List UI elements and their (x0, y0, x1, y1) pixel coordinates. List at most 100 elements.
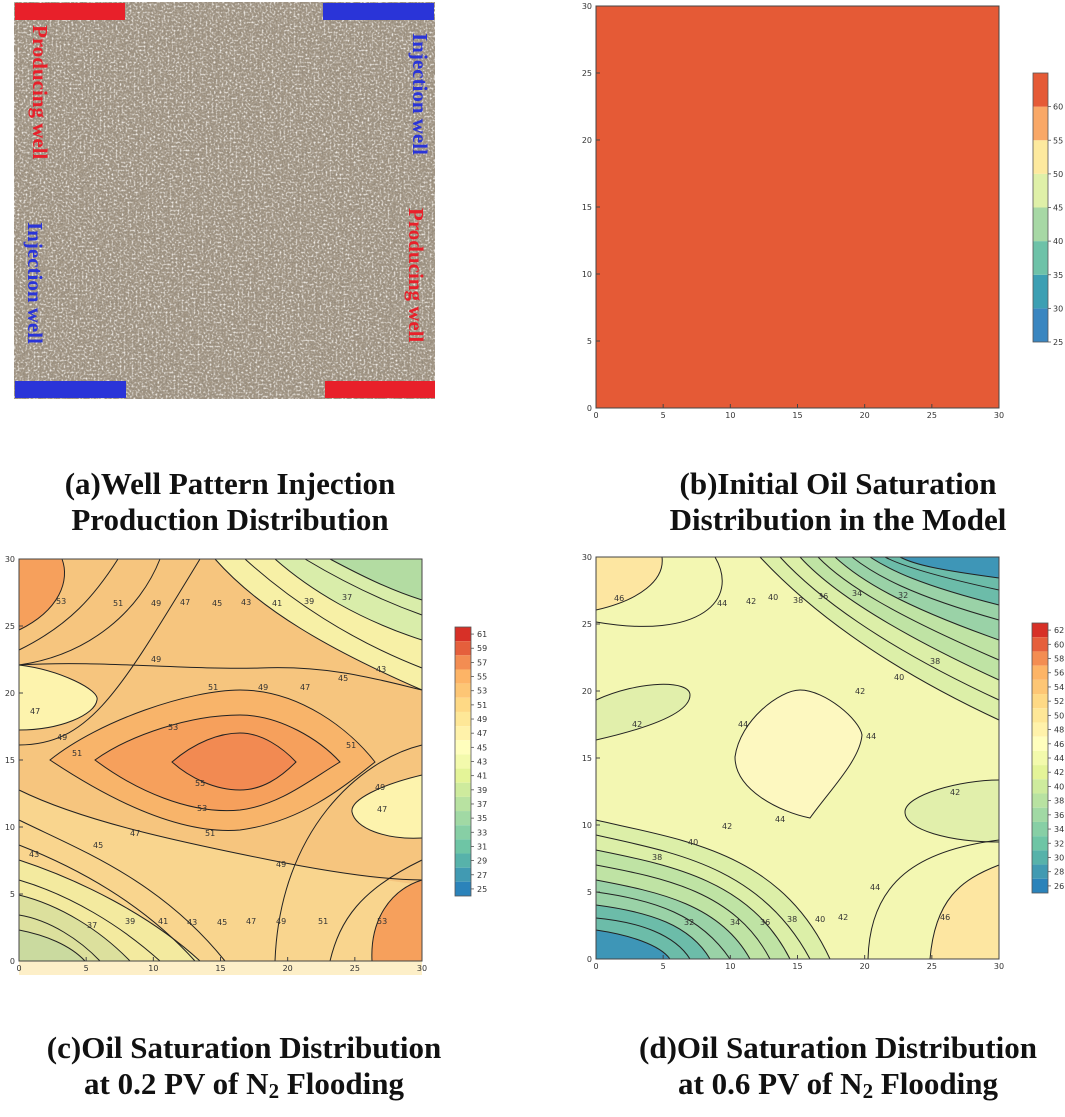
colorbar-band (1032, 821, 1048, 837)
colorbar-band (1033, 106, 1048, 141)
y-tick-label: 30 (582, 2, 592, 11)
y-tick-label: 25 (5, 622, 15, 631)
caption-a-line1: (a)Well Pattern Injection (64, 466, 396, 501)
contour-line (18, 789, 423, 881)
contour-line (18, 664, 98, 731)
contour-line (904, 779, 1000, 843)
y-tick-label: 10 (5, 823, 15, 832)
contour-line (244, 558, 423, 669)
contour-line (851, 556, 1000, 621)
caption-d-line2: at 0.6 PV of N2 Flooding (578, 1066, 1065, 1102)
contour-line (595, 917, 691, 960)
y-tick-label: 0 (10, 957, 15, 966)
y-tick-label: 15 (5, 756, 15, 765)
contour-label: 46 (940, 913, 950, 922)
colorbar-tick-label: 62 (1054, 626, 1064, 635)
caption-c-line2: at 0.2 PV of N2 Flooding (0, 1066, 504, 1102)
contour-label: 38 (652, 853, 662, 862)
y-tick-label: 15 (582, 754, 592, 763)
well-label-injection-top-right: Injection well (408, 33, 432, 155)
injection-well-bar-top-right (323, 3, 434, 20)
colorbar-tick-label: 50 (1054, 711, 1064, 720)
contour-line (304, 558, 423, 616)
colorbar-band (455, 881, 471, 896)
colorbar-band (1032, 836, 1048, 851)
contour-label: 49 (151, 655, 161, 664)
colorbar-tick-label: 47 (477, 729, 487, 738)
contour-label: 55 (195, 779, 205, 788)
contour-label: 45 (338, 674, 348, 683)
colorbar-band (455, 627, 471, 642)
region-upper-left-corner (596, 557, 663, 610)
x-tick-label: 20 (860, 962, 870, 971)
panel-d-saturation-0-6pv: 46 44 42 40 38 36 34 32 38 40 42 42 44 4… (582, 553, 1064, 971)
contour-line (869, 556, 1000, 606)
contour-label: 37 (87, 921, 97, 930)
caption-c: (c)Oil Saturation Distribution at 0.2 PV… (0, 1030, 504, 1102)
contour-label: 43 (376, 665, 386, 674)
contour-line (867, 839, 1000, 960)
colorbar-band (1032, 623, 1048, 638)
colorbar-tick-label: 53 (477, 687, 487, 696)
contour-line (884, 556, 1000, 591)
region-left-tongue (19, 665, 98, 730)
contour-line (734, 689, 863, 819)
colorbar-tick-label: 54 (1054, 683, 1064, 692)
contour-label: 44 (870, 883, 880, 892)
contour-line (595, 556, 723, 627)
colorbar-tick-label: 58 (1054, 655, 1064, 664)
colorbar-tick-label: 27 (477, 871, 487, 880)
colorbar-d: 62 60 58 56 54 52 50 48 46 44 42 40 38 36 34 32 30 28 26 (1031, 622, 1064, 894)
contour-label: 42 (746, 597, 756, 606)
colorbar-band (1032, 665, 1048, 680)
colorbar-tick-label: 55 (1053, 136, 1063, 145)
colorbar-band (1032, 651, 1048, 666)
contour-label: 42 (838, 913, 848, 922)
caption-c-subscript: 2 (268, 1079, 280, 1103)
contour-label: 44 (738, 720, 748, 729)
colorbar-tick-label: 31 (477, 842, 487, 851)
contour-label: 42 (855, 687, 865, 696)
colorbar-tick-label: 40 (1053, 237, 1063, 246)
contour-label: 41 (272, 599, 282, 608)
colorbar-tick-label: 35 (1053, 271, 1063, 280)
contour-label: 51 (72, 749, 82, 758)
colorbar-tick-label: 36 (1054, 811, 1064, 820)
contour-line (351, 774, 423, 839)
caption-b-line2: Distribution in the Model (669, 502, 1007, 537)
colorbar-band (1032, 878, 1048, 893)
caption-a-line2: Production Distribution (71, 502, 389, 537)
contour-plot-c: 53 51 49 47 45 43 41 39 37 49 49 47 45 4… (18, 558, 423, 975)
x-tick-label: 15 (792, 962, 802, 971)
contour-label: 51 (318, 917, 328, 926)
colorbar-tick-label: 43 (477, 758, 487, 767)
y-tick-label: 20 (582, 136, 592, 145)
contour-label: 47 (130, 829, 140, 838)
contour-line (595, 929, 671, 960)
colorbar-tick-label: 52 (1054, 697, 1064, 706)
contour-label: 45 (93, 841, 103, 850)
contour-label: 47 (377, 805, 387, 814)
colorbar-band (1033, 207, 1048, 242)
contour-label: 47 (300, 683, 310, 692)
y-tick-label: 0 (587, 404, 592, 413)
contour-line (49, 689, 376, 831)
x-tick-label: 30 (417, 964, 427, 973)
axes-d: 0 5 10 15 20 25 30 0 5 10 15 20 25 30 (582, 553, 1004, 971)
colorbar-tick-label: 50 (1053, 170, 1063, 179)
contour-line (94, 714, 341, 812)
colorbar-tick-label: 46 (1054, 740, 1064, 749)
colorbar-band (1033, 173, 1048, 208)
colorbar-tick-label: 45 (477, 743, 487, 752)
colorbar-tick-label: 39 (477, 786, 487, 795)
well-label-producing-bottom-right: Producing well (404, 208, 428, 343)
contour-label: 42 (722, 822, 732, 831)
colorbar-band (455, 754, 471, 769)
caption-c-line1: (c)Oil Saturation Distribution (46, 1030, 442, 1065)
colorbar-band (455, 825, 471, 840)
colorbar-band (1032, 850, 1048, 865)
x-tick-label: 0 (593, 962, 598, 971)
contour-line (834, 556, 1000, 641)
colorbar-tick-label: 29 (477, 857, 487, 866)
contour-line (329, 558, 423, 601)
